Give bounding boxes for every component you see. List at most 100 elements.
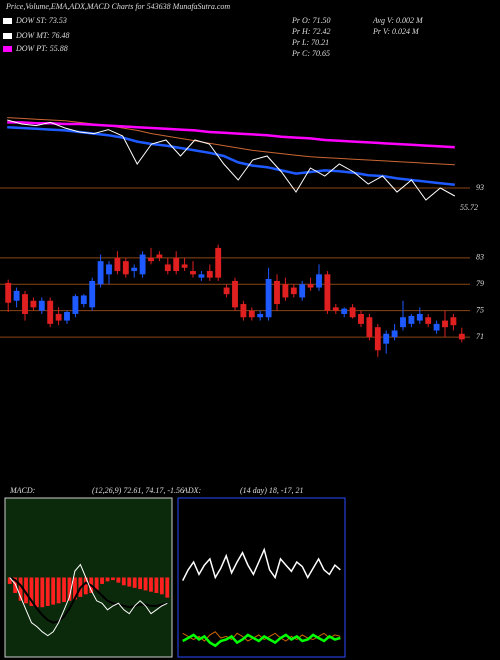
histogram-bar — [24, 577, 28, 604]
histogram-bar — [56, 577, 61, 604]
candle-body — [139, 254, 146, 275]
histogram-bar — [116, 577, 121, 583]
candle-body — [148, 257, 154, 262]
candle-body — [366, 317, 373, 338]
page-title: Price,Volume,EMA,ADX,MACD Charts for 543… — [5, 2, 230, 11]
candle-body — [13, 290, 20, 301]
histogram-bar — [111, 577, 115, 581]
candle-body — [240, 304, 247, 318]
y-tick-label: 71 — [476, 332, 484, 341]
candle-body — [265, 278, 272, 318]
candle-body — [400, 317, 406, 328]
histogram-bar — [83, 577, 88, 595]
y-tick-label: 79 — [476, 279, 484, 288]
histogram-bar — [29, 577, 34, 606]
histogram-bar — [67, 577, 72, 601]
candle-body — [408, 315, 415, 324]
histogram-bar — [105, 577, 110, 582]
histogram-bar — [149, 577, 153, 592]
histogram-bar — [40, 577, 45, 608]
histogram-bar — [159, 577, 164, 595]
candle-body — [156, 254, 163, 258]
series-line — [182, 633, 341, 648]
candle-body — [131, 267, 138, 272]
candle-body — [391, 330, 398, 338]
candle-body — [22, 294, 28, 314]
histogram-bar — [62, 577, 66, 603]
candle-body — [248, 310, 255, 318]
candle-body — [173, 257, 180, 272]
candle-body — [433, 323, 440, 331]
stat: Pr L: 70.21 — [291, 38, 329, 47]
candle-body — [307, 284, 314, 288]
candle-body — [64, 311, 70, 321]
panel-subtitle: (12,26,9) 72.61, 74.17, -1.56 — [92, 486, 184, 495]
candle-body — [164, 264, 171, 272]
legend: DOW ST: 73.53 DOW MT: 76.48 DOW PT: 55.8… — [3, 16, 70, 53]
legend-label: DOW ST: 73.53 — [15, 16, 67, 25]
candle-body — [47, 300, 54, 324]
annotation: 55.72 — [460, 203, 478, 212]
stat: Avg V: 0.002 M — [372, 16, 424, 25]
candle-body — [89, 280, 96, 308]
candle-body — [290, 287, 297, 295]
histogram-bar — [138, 577, 143, 590]
stat: Pr C: 70.65 — [291, 49, 330, 58]
candle-body — [181, 264, 188, 268]
candle-body — [425, 317, 432, 324]
histogram-bar — [154, 577, 159, 593]
candle-body — [38, 300, 45, 311]
candle-body — [358, 313, 364, 324]
candle-body — [232, 280, 238, 308]
histogram-bar — [34, 577, 39, 608]
candle-body — [190, 271, 196, 275]
candle-body — [106, 264, 112, 275]
legend-swatch — [3, 33, 12, 39]
candle-body — [30, 300, 37, 308]
candle-body — [383, 333, 390, 344]
histogram-bar — [45, 577, 50, 606]
histogram-bar — [73, 577, 77, 600]
series-line — [9, 563, 168, 637]
histogram-bar — [13, 577, 18, 593]
series-line — [182, 547, 341, 581]
histogram-bar — [100, 577, 104, 584]
stat: Pr O: 71.50 — [291, 16, 330, 25]
candle-body — [416, 313, 423, 321]
y-tick-label: 83 — [476, 253, 484, 262]
histogram-bar — [132, 577, 137, 588]
legend-label: DOW PT: 55.88 — [15, 44, 68, 53]
candle-body — [198, 274, 205, 278]
candle-body — [5, 282, 12, 303]
candle-body — [341, 308, 348, 314]
candle-body — [374, 327, 381, 351]
candle-body — [72, 296, 79, 314]
stat: Pr H: 72.42 — [291, 27, 330, 36]
candle-body — [215, 247, 222, 278]
panel-title: ADX: — [182, 486, 202, 495]
series-line — [7, 121, 455, 149]
panel-subtitle: (14 day) 18, -17, 21 — [240, 486, 304, 495]
legend-label: DOW MT: 76.48 — [15, 31, 70, 40]
candle-body — [324, 274, 331, 311]
histogram-bar — [18, 577, 23, 601]
y-tick-label: 93 — [476, 183, 484, 192]
candle-body — [458, 333, 465, 340]
candle-body — [114, 257, 121, 272]
histogram-bar — [7, 577, 12, 584]
candle-body — [55, 313, 62, 321]
candle-body — [332, 307, 339, 311]
histogram-bar — [127, 577, 132, 587]
y-tick-label: 75 — [476, 305, 484, 314]
histogram-bar — [121, 577, 126, 586]
histogram-bar — [143, 577, 148, 591]
candle-body — [450, 317, 457, 326]
legend-swatch — [3, 18, 12, 24]
candle-body — [282, 284, 289, 298]
series-line — [7, 119, 456, 201]
candle-body — [122, 261, 129, 275]
candle-body — [274, 280, 280, 305]
candle-body — [299, 284, 306, 298]
